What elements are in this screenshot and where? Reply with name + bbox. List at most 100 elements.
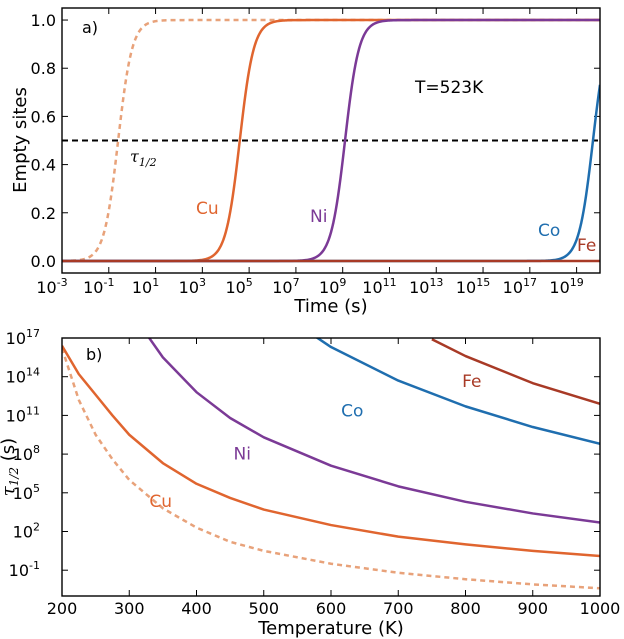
- panel-a-ytick-label: 0.6: [31, 107, 56, 126]
- panel-a-xtick-label-exp: 17: [523, 276, 537, 289]
- panel-b-frame: [61, 337, 601, 597]
- panel-b-ytick-label-exp: 11: [26, 404, 40, 417]
- panel-b-xtick-label: 200: [47, 599, 78, 618]
- panel-b-xlabel: Temperature (K): [257, 618, 404, 639]
- panel-a-ytick-label: 0.4: [31, 156, 56, 175]
- panel-a-xtick-label-exp: -3: [57, 276, 68, 289]
- label-ni-b: Ni: [233, 444, 250, 464]
- panel-b-series-ni: [147, 338, 600, 524]
- panel-b-ytick-label: 105: [13, 482, 40, 503]
- panel-a-xtick-label-base: 10: [456, 278, 476, 297]
- panel-a-xtick-label: 101: [132, 276, 159, 297]
- label-co-b: Co: [341, 402, 363, 422]
- panel-a-xtick-label: 10-3: [36, 276, 67, 297]
- panel-a-label: a): [82, 18, 98, 37]
- panel-a-xtick-label-base: 10: [503, 278, 523, 297]
- panel-b-series-fe: [431, 338, 600, 405]
- panel-b-ytick-label-base: 10: [6, 406, 26, 425]
- panel-a-xtick-label: 1019: [549, 276, 583, 297]
- label-cu-a: Cu: [196, 199, 219, 219]
- panel-b-ytick-label-exp: -1: [29, 559, 40, 572]
- panel-b-series-cu-dashed: [62, 347, 600, 590]
- panel-b-xtick-label: 300: [114, 599, 145, 618]
- panel-a-ytick-label: 0.2: [31, 204, 56, 223]
- panel-b-ytick-label-base: 10: [13, 523, 33, 542]
- panel-a-ytick-label: 0.0: [31, 252, 56, 271]
- panel-a-xtick-label: 1013: [409, 276, 443, 297]
- panel-a-xtick-label-base: 10: [36, 278, 56, 297]
- panel-a-xtick-label-base: 10: [132, 278, 152, 297]
- panel-a-frame: [61, 7, 601, 274]
- panel-a-xtick-label-base: 10: [225, 278, 245, 297]
- panel-b-ticks: 200 300 400 500 600 700 800 900 100010-110210510…: [6, 327, 621, 618]
- label-co-a: Co: [538, 221, 560, 241]
- panel-b-xtick-label: 600: [316, 599, 347, 618]
- panel-a-xlabel: Time (s): [293, 296, 367, 317]
- panel-b-ytick-label-exp: 14: [26, 366, 40, 379]
- panel-a-ytick-label: 1.0: [31, 11, 56, 30]
- panel-a-xtick-label-exp: 5: [246, 276, 253, 289]
- panel-a-xtick-label-exp: 15: [476, 276, 490, 289]
- panel-b-series-cu: [62, 345, 600, 558]
- panel-b-series-co: [315, 338, 600, 445]
- panel-a-lines: [62, 18, 600, 263]
- panel-b-xtick-label: 700: [383, 599, 414, 618]
- panel-a-xtick-label-exp: 13: [429, 276, 443, 289]
- threshold-label: τ1/2: [130, 147, 157, 169]
- panel-b-ylabel-symbol: τ: [0, 485, 19, 496]
- panel-b-ytick-label-exp: 2: [33, 521, 40, 534]
- panel-b-ylabel-unit: (s): [0, 438, 19, 467]
- panel-a-xtick-label-base: 10: [179, 278, 199, 297]
- panel-a-ytick-label: 0.8: [31, 59, 56, 78]
- label-ni-a: Ni: [310, 207, 327, 227]
- panel-b-xtick-label: 900: [517, 599, 548, 618]
- panel-b-label: b): [86, 345, 102, 364]
- panel-a-xtick-label: 10-1: [83, 276, 114, 297]
- panel-b-ylabel: τ1/2 (s): [0, 438, 21, 496]
- label-fe-b: Fe: [462, 372, 481, 392]
- panel-a-xtick-label: 107: [272, 276, 299, 297]
- panel-a-xtick-label: 1015: [456, 276, 490, 297]
- panel-a-xtick-label-exp: 9: [339, 276, 346, 289]
- panel-a-ticks: 10-3 10-1 101 103 105 107 109 1011 1013 1015 1017 1…: [31, 8, 600, 297]
- panel-b-ytick-label-base: 10: [9, 561, 29, 580]
- panel-a-xtick-label: 109: [319, 276, 346, 297]
- panel-a-xtick-label-exp: 19: [570, 276, 584, 289]
- panel-b-ytick-label-base: 10: [13, 484, 33, 503]
- panel-a-xtick-label-base: 10: [409, 278, 429, 297]
- panel-a-xtick-label-base: 10: [83, 278, 103, 297]
- threshold-label-symbol: τ: [130, 147, 140, 166]
- panel-b: 200 300 400 500 600 700 800 900 100010-110210510…: [0, 327, 621, 639]
- panel-a-ylabel: Empty sites: [10, 87, 31, 193]
- panel-a-xtick-label: 1017: [503, 276, 537, 297]
- panel-b-ylabel-subscript: 1/2: [7, 467, 21, 486]
- temperature-annotation: T=523K: [414, 78, 484, 98]
- panel-b-curve-labels: Cu Ni Co Fe: [149, 372, 481, 512]
- panel-b-xtick-label: 400: [181, 599, 212, 618]
- panel-b-ytick-label-exp: 5: [33, 482, 40, 495]
- panel-a-xtick-label-exp: 11: [383, 276, 397, 289]
- panel-a-xtick-label: 103: [179, 276, 206, 297]
- panel-b-ytick-label: 108: [13, 443, 40, 464]
- panel-b-ytick-label-exp: 8: [33, 443, 40, 456]
- panel-a: 10-3 10-1 101 103 105 107 109 1011 1013 1015 1017 1…: [10, 7, 601, 317]
- panel-b-ytick-label: 1017: [6, 327, 40, 348]
- panel-a-xtick-label-base: 10: [319, 278, 339, 297]
- panel-a-xtick-label-base: 10: [549, 278, 569, 297]
- panel-b-ytick-label: 10-1: [9, 559, 40, 580]
- panel-a-xtick-label-exp: -1: [103, 276, 114, 289]
- panel-b-xtick-label: 1000: [580, 599, 621, 618]
- label-fe-a: Fe: [577, 236, 596, 256]
- panel-a-xtick-label: 105: [225, 276, 252, 297]
- panel-b-ytick-label: 1011: [6, 404, 40, 425]
- panel-b-ytick-label-base: 10: [13, 445, 33, 464]
- panel-a-xtick-label-exp: 3: [199, 276, 206, 289]
- panel-b-xtick-label: 500: [248, 599, 279, 618]
- panel-b-ytick-label-base: 10: [6, 329, 26, 348]
- label-cu-b: Cu: [149, 492, 172, 512]
- threshold-label-subscript: 1/2: [139, 156, 157, 169]
- panel-b-lines: [62, 338, 600, 590]
- panel-a-xtick-label-exp: 1: [152, 276, 159, 289]
- panel-a-xtick-label-base: 10: [362, 278, 382, 297]
